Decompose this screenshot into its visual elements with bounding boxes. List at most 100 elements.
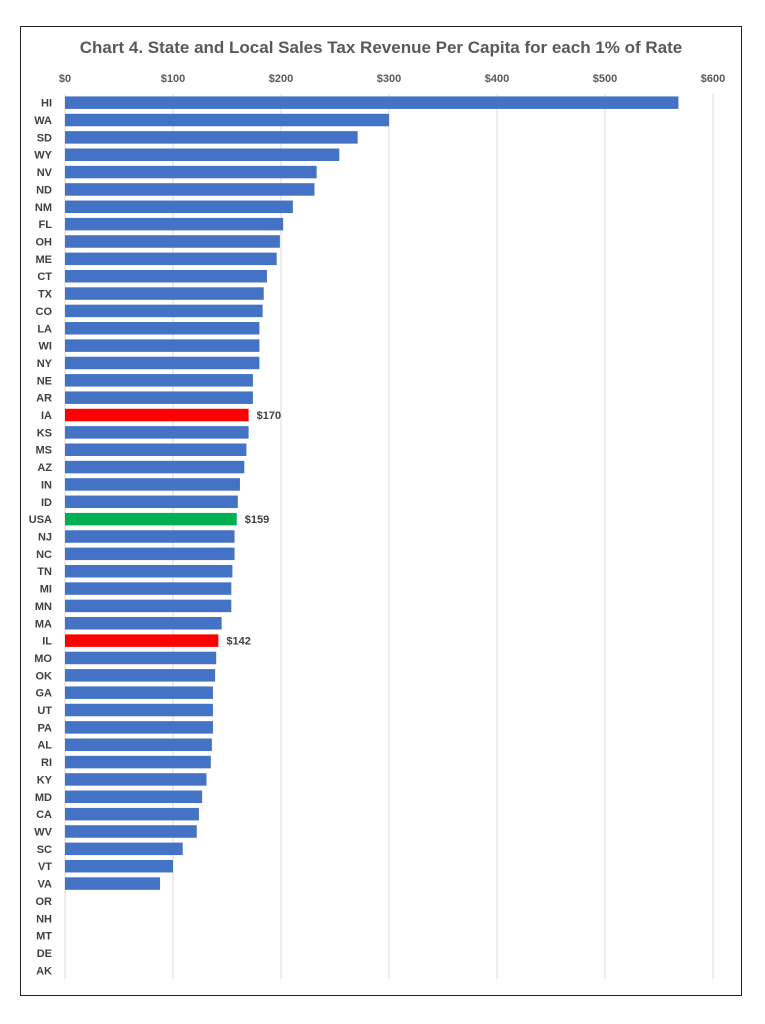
bar-mi [65, 582, 232, 595]
bar-ga [65, 686, 213, 699]
bar-md [65, 790, 203, 804]
category-label: WA [34, 115, 52, 127]
bar-ma [65, 617, 222, 630]
bar-ia [65, 408, 249, 422]
bar-nc [65, 547, 235, 561]
category-label: CA [36, 809, 52, 821]
category-label: VT [38, 861, 52, 873]
category-label: NC [36, 549, 52, 561]
x-tick-label: $100 [161, 73, 185, 85]
bar-tx [65, 287, 264, 300]
chart-title: Chart 4. State and Local Sales Tax Reven… [79, 38, 683, 57]
bar-al [65, 738, 212, 751]
bar-wv [65, 825, 197, 838]
bar-usa [65, 512, 237, 526]
bar-ar [65, 391, 253, 404]
x-tick-label: $400 [485, 73, 509, 85]
bar-me [65, 252, 277, 266]
category-label: WY [34, 150, 52, 162]
bar-ct [65, 269, 267, 283]
bar-mo [65, 651, 217, 665]
bar-in [65, 478, 240, 491]
data-label: $159 [245, 514, 269, 526]
category-label: USA [29, 514, 52, 526]
x-tick-label: $500 [593, 73, 617, 85]
category-label: OK [36, 670, 53, 682]
category-label: VA [38, 879, 53, 891]
category-label: IN [41, 479, 52, 491]
category-label: KY [37, 774, 53, 786]
bar-fl [65, 217, 284, 231]
category-label: NM [35, 202, 52, 214]
bar-az [65, 460, 245, 474]
category-label: NY [37, 358, 53, 370]
category-label: MT [36, 931, 52, 943]
category-label: MA [35, 618, 52, 630]
bar-ut [65, 703, 213, 717]
category-label: MO [34, 653, 52, 665]
bar-pa [65, 721, 213, 734]
bar-nd [65, 183, 315, 196]
category-label: GA [36, 688, 53, 700]
bar-sc [65, 842, 183, 856]
bar-tn [65, 564, 233, 578]
category-label: NV [37, 167, 53, 179]
bar-ne [65, 374, 253, 387]
bar-wa [65, 113, 389, 127]
bar-ca [65, 807, 199, 821]
category-label: AR [36, 393, 52, 405]
x-tick-label: $200 [269, 73, 293, 85]
bar-wy [65, 148, 340, 161]
category-label: AZ [37, 462, 52, 474]
bar-la [65, 322, 260, 335]
bar-ky [65, 773, 207, 786]
category-label: MD [35, 792, 52, 804]
category-label: HI [41, 98, 52, 110]
category-label: NJ [38, 532, 52, 544]
data-label: $142 [226, 636, 250, 648]
category-label: IL [42, 636, 52, 648]
category-label: PA [38, 722, 53, 734]
bar-ks [65, 426, 249, 439]
category-label: FL [39, 219, 53, 231]
bar-ri [65, 755, 211, 769]
category-label: DE [37, 948, 52, 960]
category-label: KS [37, 427, 52, 439]
bar-va [65, 877, 161, 890]
bar-mn [65, 599, 232, 613]
category-label: SD [37, 132, 52, 144]
bar-ok [65, 669, 216, 682]
x-tick-label: $0 [59, 73, 71, 85]
category-label: TN [37, 566, 52, 578]
bar-nv [65, 165, 317, 179]
category-label: TX [38, 289, 53, 301]
category-label: AK [36, 965, 52, 977]
bar-ny [65, 356, 260, 370]
category-label: ME [36, 254, 53, 266]
category-label: RI [41, 757, 52, 769]
bar-wi [65, 339, 260, 352]
bar-nm [65, 200, 293, 214]
x-tick-label: $600 [701, 73, 725, 85]
category-label: NH [36, 913, 52, 925]
bar-nj [65, 530, 235, 543]
category-label: ID [41, 497, 52, 509]
category-label: OR [36, 896, 53, 908]
category-label: MS [36, 445, 53, 457]
category-label: WI [39, 341, 52, 353]
category-label: IA [41, 410, 52, 422]
category-label: MN [35, 601, 52, 613]
category-label: MI [40, 584, 52, 596]
category-label: UT [37, 705, 52, 717]
category-label: LA [37, 323, 52, 335]
x-tick-label: $300 [377, 73, 401, 85]
category-label: AL [37, 740, 52, 752]
bar-il [65, 634, 219, 647]
category-label: NE [37, 375, 52, 387]
category-label: CT [37, 271, 52, 283]
bar-co [65, 304, 263, 318]
bar-oh [65, 235, 280, 248]
category-label: CO [36, 306, 53, 318]
category-label: SC [37, 844, 52, 856]
